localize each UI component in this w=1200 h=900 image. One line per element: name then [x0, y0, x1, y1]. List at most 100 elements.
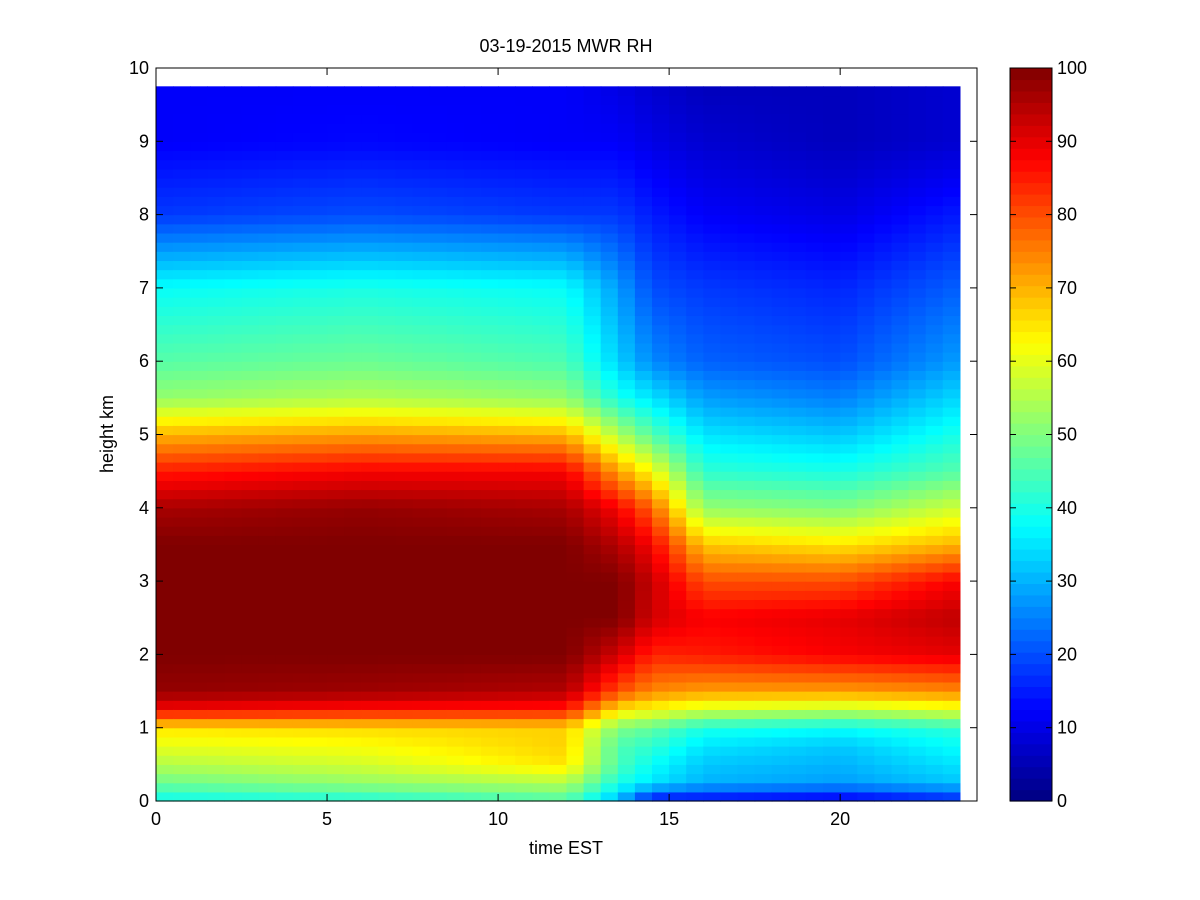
- heatmap-cell: [515, 782, 533, 793]
- heatmap-cell: [515, 141, 533, 152]
- heatmap-cell: [600, 177, 619, 188]
- heatmap-cell: [327, 471, 345, 481]
- heatmap-cell: [463, 581, 482, 591]
- heatmap-cell: [720, 122, 739, 133]
- heatmap-cell: [515, 791, 533, 802]
- heatmap-cell: [532, 654, 550, 665]
- heatmap-cell: [925, 736, 944, 747]
- heatmap-cell: [857, 370, 875, 381]
- heatmap-cell: [874, 352, 893, 362]
- heatmap-cell: [617, 663, 636, 674]
- heatmap-cell: [480, 196, 499, 207]
- heatmap-cell: [686, 608, 704, 619]
- heatmap-cell: [874, 223, 893, 234]
- heatmap-cell: [361, 150, 379, 161]
- heatmap-cell: [309, 150, 328, 161]
- heatmap-cell: [275, 361, 294, 371]
- heatmap-cell: [190, 471, 208, 481]
- heatmap-cell: [395, 736, 414, 747]
- heatmap-cell: [617, 196, 636, 207]
- heatmap-cell: [908, 269, 927, 280]
- heatmap-cell: [703, 516, 722, 527]
- heatmap-cell: [378, 122, 397, 133]
- heatmap-cell: [942, 159, 961, 170]
- heatmap-cell: [412, 407, 431, 417]
- heatmap-cell: [241, 471, 260, 481]
- heatmap-cell: [737, 700, 756, 710]
- heatmap-cell: [258, 544, 277, 555]
- heatmap-cell: [737, 617, 756, 628]
- heatmap-cell: [600, 498, 619, 509]
- heatmap-cell: [224, 315, 243, 326]
- colorbar-band: [1010, 583, 1052, 596]
- heatmap-cell: [173, 177, 191, 188]
- heatmap-cell: [498, 691, 516, 701]
- heatmap-cell: [446, 452, 465, 463]
- heatmap-cell: [600, 727, 619, 738]
- heatmap-cell: [378, 223, 397, 234]
- heatmap-cell: [566, 755, 585, 765]
- colorbar-band: [1010, 789, 1052, 802]
- heatmap-cell: [498, 379, 516, 390]
- heatmap-cell: [788, 342, 807, 353]
- heatmap-cell: [207, 342, 226, 353]
- heatmap-cell: [344, 159, 362, 170]
- heatmap-cell: [652, 86, 670, 97]
- heatmap-cell: [754, 388, 773, 399]
- heatmap-cell: [840, 177, 858, 188]
- heatmap-cell: [840, 223, 858, 234]
- heatmap-cell: [549, 150, 568, 161]
- heatmap-cell: [908, 95, 927, 106]
- heatmap-cell: [600, 773, 619, 784]
- heatmap-cell: [327, 461, 345, 472]
- heatmap-cell: [515, 516, 533, 527]
- heatmap-cell: [857, 223, 875, 234]
- heatmap-cell: [874, 764, 893, 775]
- heatmap-cell: [686, 535, 704, 546]
- heatmap-cell: [275, 370, 294, 381]
- heatmap-cell: [429, 278, 448, 289]
- heatmap-cell: [771, 681, 790, 692]
- heatmap-cell: [600, 333, 619, 344]
- heatmap-cell: [566, 599, 585, 610]
- heatmap-cell: [840, 626, 858, 637]
- heatmap-cell: [600, 700, 619, 710]
- heatmap-cell: [703, 571, 722, 582]
- heatmap-cell: [720, 461, 739, 472]
- heatmap-cell: [686, 663, 704, 674]
- heatmap-cell: [258, 232, 277, 243]
- heatmap-cell: [942, 297, 961, 307]
- heatmap-cell: [857, 196, 875, 207]
- heatmap-cell: [686, 86, 704, 97]
- heatmap-cell: [344, 562, 362, 573]
- heatmap-cell: [309, 168, 328, 179]
- heatmap-cell: [258, 278, 277, 289]
- colorbar-band: [1010, 125, 1052, 138]
- heatmap-cell: [309, 599, 328, 610]
- heatmap-cell: [446, 507, 465, 518]
- heatmap-cell: [908, 232, 927, 243]
- heatmap-cell: [754, 287, 773, 298]
- heatmap-cell: [190, 379, 208, 390]
- heatmap-cell: [156, 571, 174, 582]
- heatmap-cell: [652, 150, 670, 161]
- heatmap-cell: [156, 691, 174, 701]
- heatmap-cell: [241, 113, 260, 124]
- heatmap-cell: [275, 269, 294, 280]
- heatmap-cell: [532, 223, 550, 234]
- heatmap-cell: [463, 287, 482, 298]
- heatmap-cell: [515, 626, 533, 637]
- heatmap-cell: [891, 709, 910, 720]
- heatmap-cell: [361, 86, 379, 97]
- heatmap-cell: [515, 461, 533, 472]
- heatmap-cell: [942, 315, 961, 326]
- heatmap-cell: [429, 553, 448, 564]
- heatmap-cell: [908, 636, 927, 646]
- heatmap-cell: [361, 626, 379, 637]
- heatmap-cell: [874, 132, 893, 142]
- heatmap-cell: [173, 507, 191, 518]
- heatmap-cell: [480, 791, 499, 802]
- heatmap-cell: [566, 452, 585, 463]
- heatmap-cell: [908, 746, 927, 756]
- heatmap-cell: [891, 791, 910, 802]
